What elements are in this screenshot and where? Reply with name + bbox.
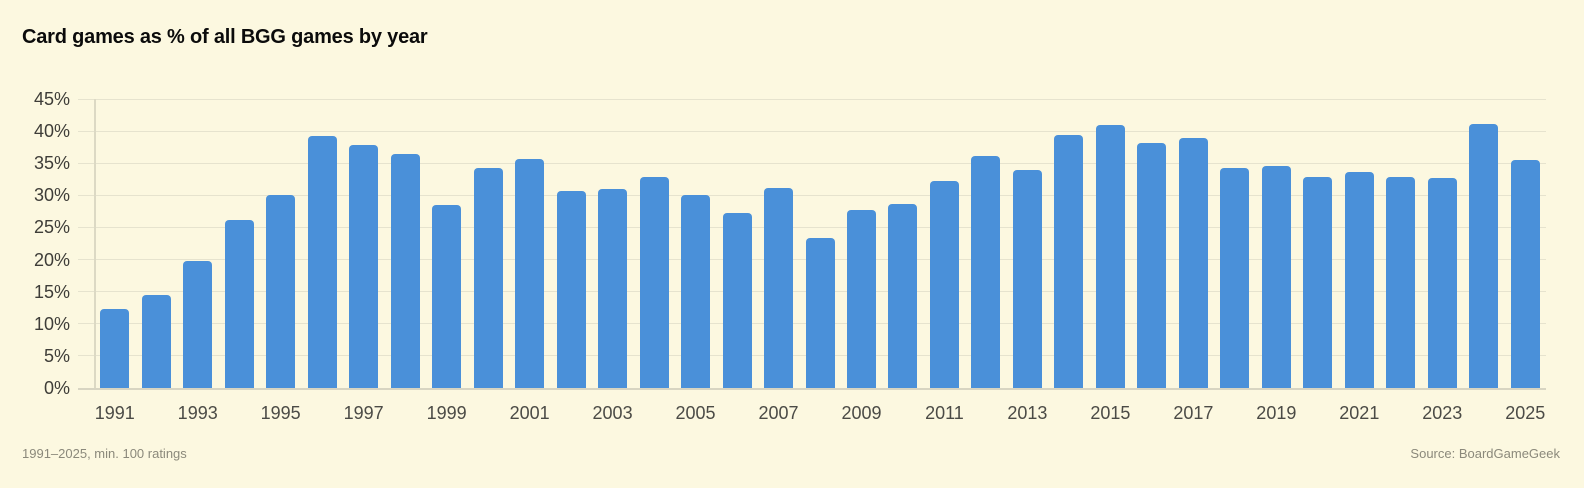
chart-title: Card games as % of all BGG games by year (22, 26, 428, 48)
x-axis-line (78, 388, 1546, 390)
x-axis-tick-label: 2001 (509, 403, 550, 423)
bar-2020 (1303, 177, 1333, 388)
y-axis-tick-label: 35% (33, 153, 70, 174)
bar-2011 (929, 180, 959, 388)
x-axis-tick-label: 2013 (1007, 403, 1048, 423)
x-axis-tick-label: 1997 (343, 403, 384, 423)
x-axis-tick-label: 2019 (1256, 403, 1297, 423)
bar-1997 (349, 145, 379, 388)
bar-2023 (1427, 177, 1457, 388)
x-axis-tick-label: 2009 (841, 403, 882, 423)
bar-1994 (224, 219, 254, 388)
bar-2022 (1386, 176, 1416, 388)
bar-1995 (266, 194, 296, 388)
y-axis-tick-label: 10% (33, 313, 70, 334)
bar-2003 (598, 188, 628, 388)
bar-2010 (888, 204, 918, 388)
bar-2024 (1469, 124, 1499, 388)
gridline (78, 98, 1546, 100)
x-axis-tick-label: 1999 (426, 403, 467, 423)
bar-2008 (805, 238, 835, 388)
bar-2018 (1220, 168, 1250, 388)
x-axis-tick-label: 2017 (1173, 403, 1214, 423)
bar-2025 (1510, 160, 1540, 388)
y-axis-spine (94, 99, 96, 388)
bar-1991 (100, 309, 130, 388)
x-axis-tick-label: 2005 (675, 403, 716, 423)
bar-2021 (1344, 171, 1374, 388)
bar-1992 (141, 294, 171, 388)
y-axis-tick-label: 30% (33, 185, 70, 206)
bar-2004 (639, 177, 669, 388)
bar-2001 (515, 159, 545, 388)
bar-2006 (722, 212, 752, 388)
x-axis-tick-label: 2021 (1339, 403, 1380, 423)
bar-2005 (681, 195, 711, 388)
x-axis-tick-label: 2025 (1505, 403, 1546, 423)
bar-2000 (473, 168, 503, 388)
gridline (78, 194, 1546, 196)
gridline (78, 130, 1546, 132)
x-axis-tick-label: 1993 (177, 403, 218, 423)
bar-2015 (1095, 125, 1125, 388)
bar-2019 (1261, 166, 1291, 388)
x-axis-tick-label: 2011 (925, 403, 964, 423)
bar-1996 (307, 136, 337, 388)
bar-1998 (390, 153, 420, 388)
bar-1993 (183, 260, 213, 388)
y-axis-tick-label: 5% (43, 345, 70, 366)
bar-2016 (1137, 142, 1167, 388)
date-range-footnote: 1991–2025, min. 100 ratings (22, 446, 187, 461)
y-axis-tick-label: 15% (33, 281, 70, 302)
bar-2014 (1054, 134, 1084, 388)
y-axis-tick-label: 20% (33, 249, 70, 270)
y-axis-tick-label: 40% (33, 121, 70, 142)
x-axis-tick-label: 1995 (260, 403, 301, 423)
bar-1999 (432, 204, 462, 388)
x-axis-tick-label: 1991 (94, 403, 135, 423)
x-axis-tick-label: 2023 (1422, 403, 1463, 423)
bar-2012 (971, 155, 1001, 388)
x-axis-tick-label: 2015 (1090, 403, 1131, 423)
y-axis-tick-label: 0% (43, 378, 70, 398)
x-axis-tick-label: 2007 (758, 403, 799, 423)
source-footnote: Source: BoardGameGeek (1410, 446, 1560, 461)
y-axis-tick-label: 45% (33, 89, 70, 109)
y-axis-tick-label: 25% (33, 217, 70, 238)
gridline (78, 226, 1546, 228)
bar-2009 (846, 210, 876, 388)
bar-2017 (1178, 138, 1208, 388)
bar-2013 (1012, 169, 1042, 388)
x-axis-tick-label: 2003 (592, 403, 633, 423)
bar-2002 (556, 190, 586, 388)
bar-2007 (764, 187, 793, 388)
gridline (78, 162, 1546, 164)
